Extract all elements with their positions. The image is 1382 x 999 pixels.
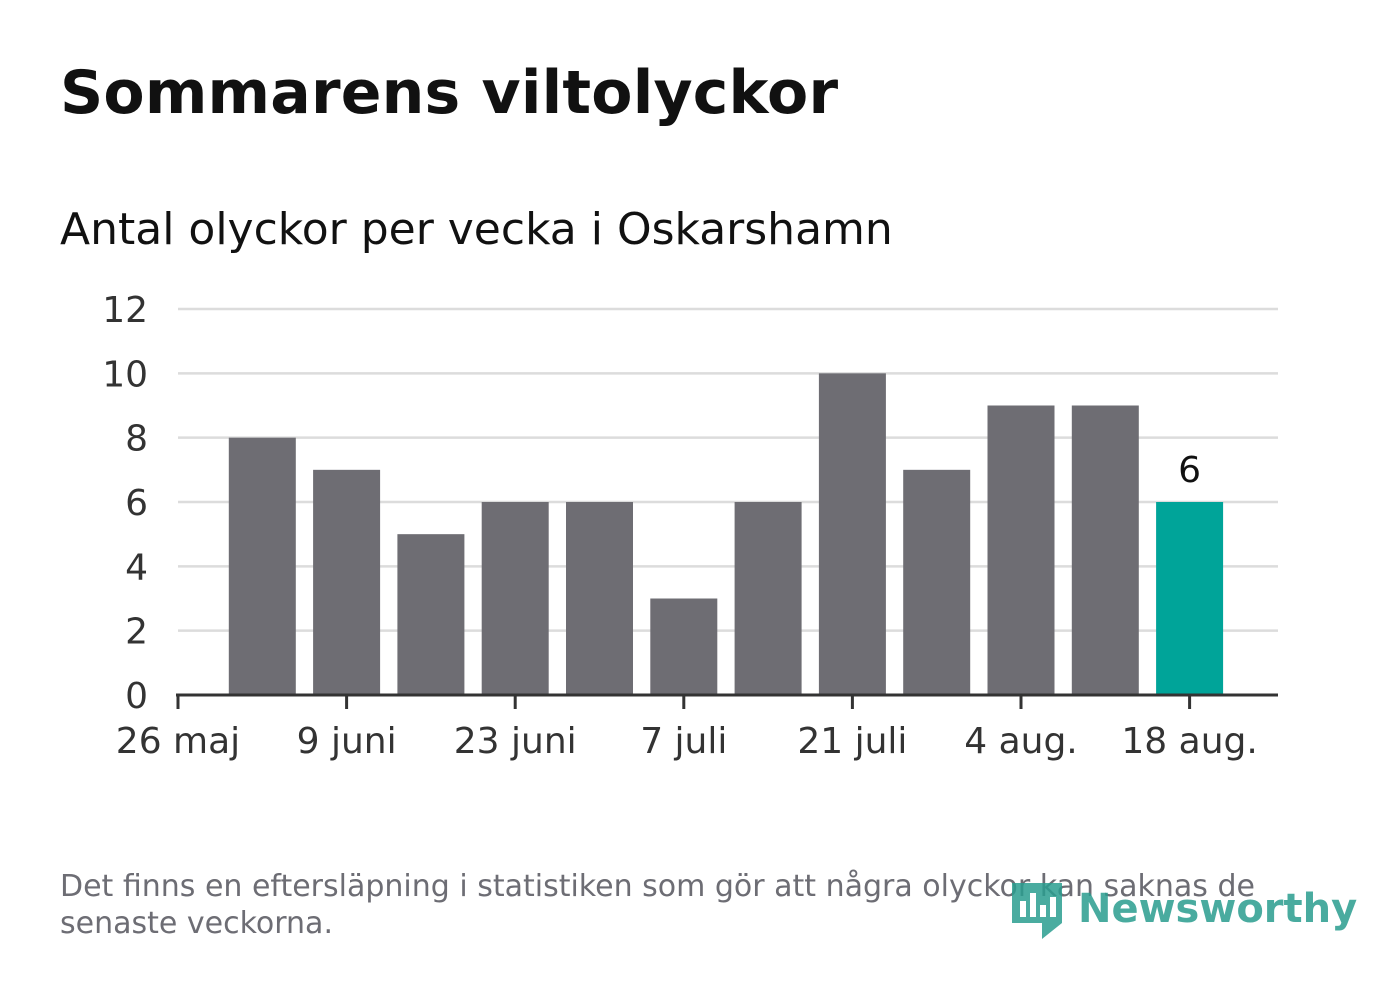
bar (903, 469, 971, 695)
y-tick-label: 12 (102, 290, 148, 331)
newsworthy-logo-icon (1012, 883, 1062, 939)
newsworthy-logo: Newsworthy (1010, 876, 1357, 942)
bar (228, 437, 296, 695)
y-tick-label: 10 (102, 354, 148, 395)
x-tick-label: 7 juli (640, 721, 727, 762)
bar (987, 405, 1055, 695)
bar (397, 534, 465, 695)
bar (818, 373, 886, 695)
data-label: 6 (1178, 450, 1201, 491)
brand-name: Newsworthy (1078, 886, 1358, 932)
x-tick-label: 26 maj (116, 721, 240, 762)
bar (313, 469, 381, 695)
bars (228, 373, 1224, 695)
y-tick-label: 0 (125, 676, 148, 717)
bar (566, 502, 633, 695)
bar (481, 502, 549, 695)
labels: 0 2 4 6 8 10 12 6 26 maj 9 juni 23 juni 7 juli 21 ju… (102, 290, 1258, 762)
bar (734, 502, 802, 695)
bar (650, 598, 718, 695)
x-tick-label: 4 aug. (964, 721, 1078, 762)
x-tick-label: 23 juni (454, 721, 577, 762)
bar-highlighted (1156, 502, 1224, 695)
y-tick-label: 6 (125, 483, 148, 524)
x-tick-label: 21 juli (797, 721, 907, 762)
y-tick-label: 4 (125, 547, 148, 588)
chart-subtitle: Antal olyckor per vecka i Oskarshamn (60, 204, 893, 255)
axes (176, 693, 1278, 709)
y-tick-label: 8 (125, 419, 148, 460)
chart-title: Sommarens viltolyckor (60, 58, 839, 128)
x-tick-label: 18 aug. (1121, 721, 1257, 762)
x-tick-label: 9 juni (297, 721, 397, 762)
y-tick-label: 2 (125, 612, 148, 653)
bar (1071, 405, 1139, 695)
